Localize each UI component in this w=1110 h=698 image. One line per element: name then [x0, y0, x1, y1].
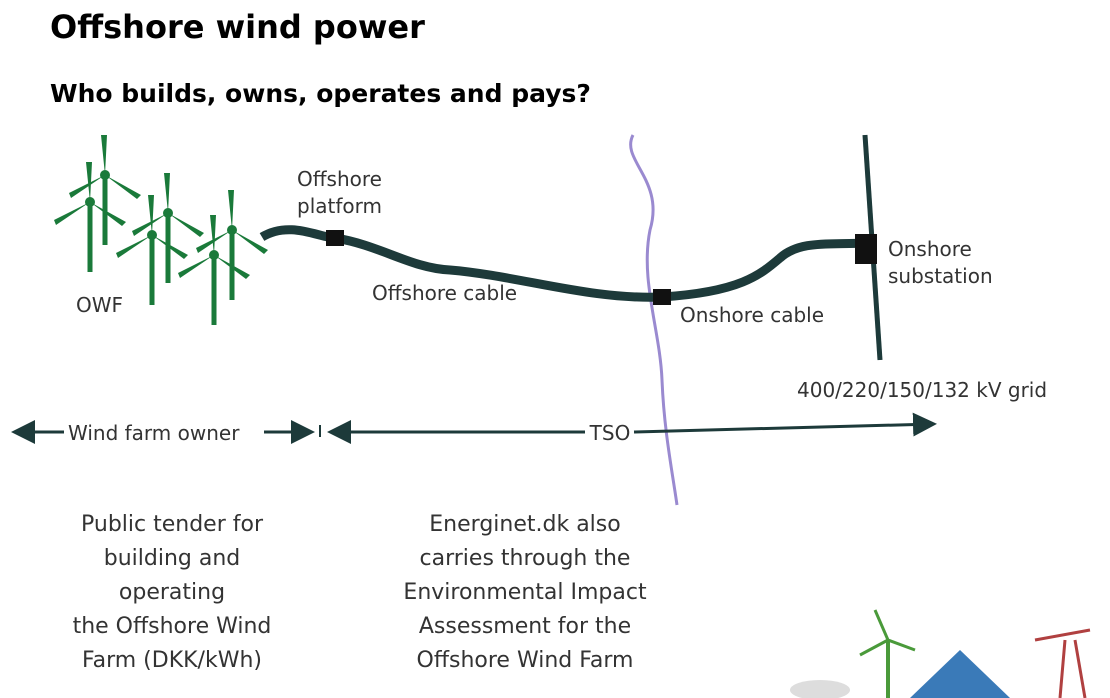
platform-label: Offshore platform [297, 167, 388, 218]
title: Offshore wind power [50, 8, 425, 46]
note-line: Farm (DKK/kWh) [82, 648, 262, 673]
note-line: carries through the [420, 546, 631, 571]
tso-label: TSO [589, 421, 631, 445]
coastline [629, 134, 679, 506]
note-line: Offshore Wind Farm [417, 648, 634, 673]
arrow [633, 412, 937, 437]
substation-label: Onshore substation [888, 237, 993, 288]
owf-label: OWF [76, 293, 123, 317]
substation-node [855, 234, 877, 264]
owner-label: Wind farm owner [68, 421, 240, 445]
notes: Public tender for building and operating th… [73, 512, 647, 673]
note-line: the Offshore Wind [73, 614, 272, 639]
line: substation [888, 264, 993, 288]
note-line: Environmental Impact [403, 580, 647, 605]
onshore-cable-label: Onshore cable [680, 303, 824, 327]
decoration [790, 609, 1091, 698]
note-line: Assessment for the [419, 614, 631, 639]
note: Energinet.dk also carries through the Envi… [403, 512, 647, 673]
line: platform [297, 194, 382, 218]
line: Offshore [297, 167, 382, 191]
note: Public tender for building and operating th… [73, 512, 272, 673]
platform-node [326, 230, 344, 246]
offshore-cable-label: Offshore cable [372, 281, 517, 305]
note-line: Energinet.dk also [429, 512, 620, 537]
note-line: Public tender for [81, 512, 264, 537]
note-line: building and [104, 546, 241, 571]
grid-label: 400/220/150/132 kV grid [797, 378, 1047, 402]
subtitle: Who builds, owns, operates and pays? [50, 79, 591, 108]
note-line: operating [119, 580, 225, 605]
cable [259, 225, 867, 302]
landing-node [653, 289, 671, 305]
line: Onshore [888, 237, 972, 261]
